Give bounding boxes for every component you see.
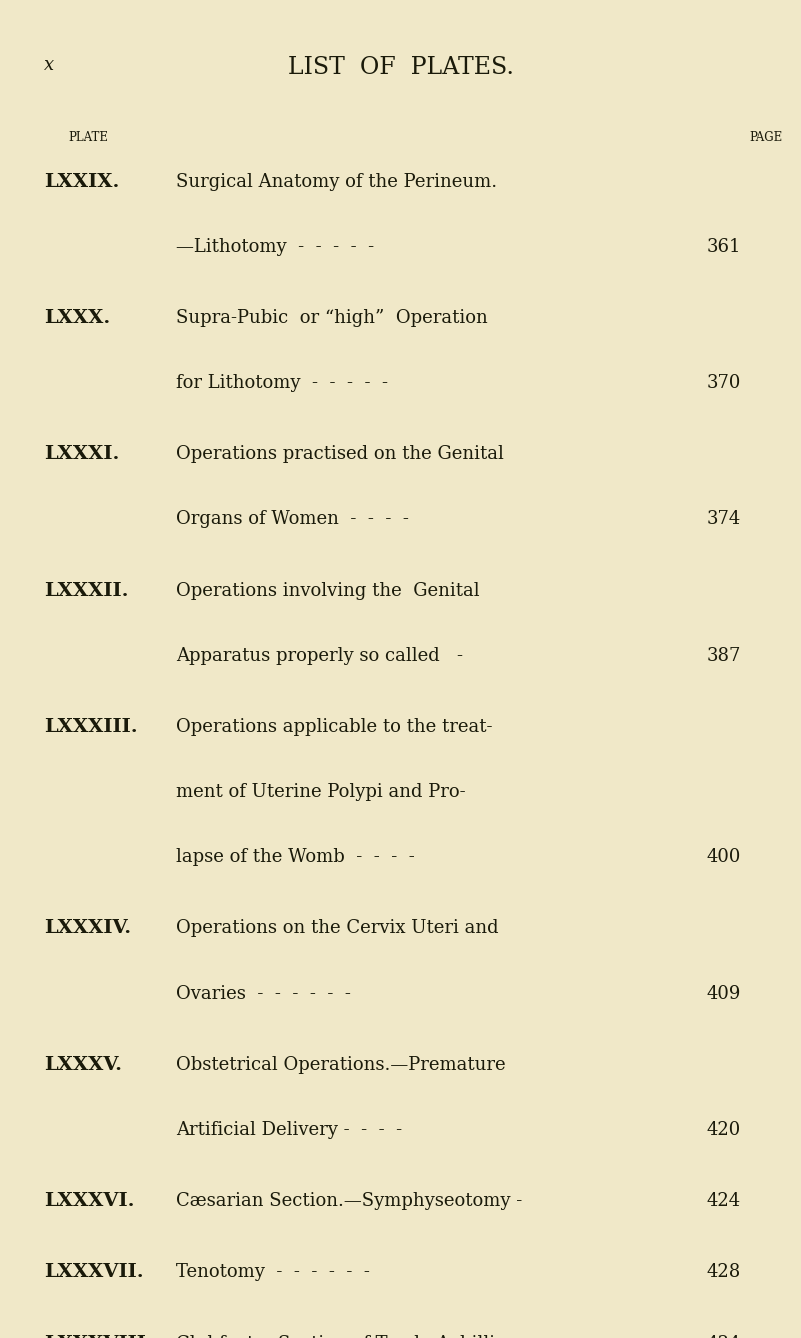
Text: Operations applicable to the treat-: Operations applicable to the treat- [176,719,493,736]
Text: LXXIX.: LXXIX. [44,173,119,190]
Text: 400: 400 [706,848,741,866]
Text: LXXXV.: LXXXV. [44,1056,122,1074]
Text: LIST  OF  PLATES.: LIST OF PLATES. [288,56,513,79]
Text: —Lithotomy  -  -  -  -  -: —Lithotomy - - - - - [176,238,374,256]
Text: 424: 424 [706,1192,741,1210]
Text: LXXXI.: LXXXI. [44,446,119,463]
Text: Operations involving the  Genital: Operations involving the Genital [176,582,480,599]
Text: 409: 409 [706,985,741,1002]
Text: Ovaries  -  -  -  -  -  -: Ovaries - - - - - - [176,985,351,1002]
Text: 434: 434 [706,1335,741,1338]
Text: 374: 374 [706,510,741,529]
Text: LXXXIV.: LXXXIV. [44,919,131,938]
Text: 361: 361 [706,238,741,256]
Text: LXXXII.: LXXXII. [44,582,128,599]
Text: LXXXIII.: LXXXIII. [44,719,138,736]
Text: Clubfoot.—Section of Tendo-Achillis: Clubfoot.—Section of Tendo-Achillis [176,1335,505,1338]
Text: lapse of the Womb  -  -  -  -: lapse of the Womb - - - - [176,848,415,866]
Text: PLATE: PLATE [68,131,108,145]
Text: Surgical Anatomy of the Perineum.: Surgical Anatomy of the Perineum. [176,173,497,190]
Text: PAGE: PAGE [749,131,783,145]
Text: Apparatus properly so called   -: Apparatus properly so called - [176,646,463,665]
Text: Supra-Pubic  or “high”  Operation: Supra-Pubic or “high” Operation [176,309,488,326]
Text: Obstetrical Operations.—Premature: Obstetrical Operations.—Premature [176,1056,506,1074]
Text: LXXXVI.: LXXXVI. [44,1192,135,1210]
Text: 370: 370 [706,375,741,392]
Text: Operations on the Cervix Uteri and: Operations on the Cervix Uteri and [176,919,499,938]
Text: LXXXVII.: LXXXVII. [44,1263,143,1282]
Text: Cæsarian Section.—Symphyseotomy -: Cæsarian Section.—Symphyseotomy - [176,1192,522,1210]
Text: ment of Uterine Polypi and Pro-: ment of Uterine Polypi and Pro- [176,783,466,801]
Text: 420: 420 [706,1121,741,1139]
Text: x: x [44,56,54,75]
Text: for Lithotomy  -  -  -  -  -: for Lithotomy - - - - - [176,375,388,392]
Text: Operations practised on the Genital: Operations practised on the Genital [176,446,504,463]
Text: Tenotomy  -  -  -  -  -  -: Tenotomy - - - - - - [176,1263,370,1282]
Text: 428: 428 [706,1263,741,1282]
Text: Artificial Delivery -  -  -  -: Artificial Delivery - - - - [176,1121,402,1139]
Text: LXXXVIII.: LXXXVIII. [44,1335,153,1338]
Text: LXXX.: LXXX. [44,309,111,326]
Text: 387: 387 [706,646,741,665]
Text: Organs of Women  -  -  -  -: Organs of Women - - - - [176,510,409,529]
